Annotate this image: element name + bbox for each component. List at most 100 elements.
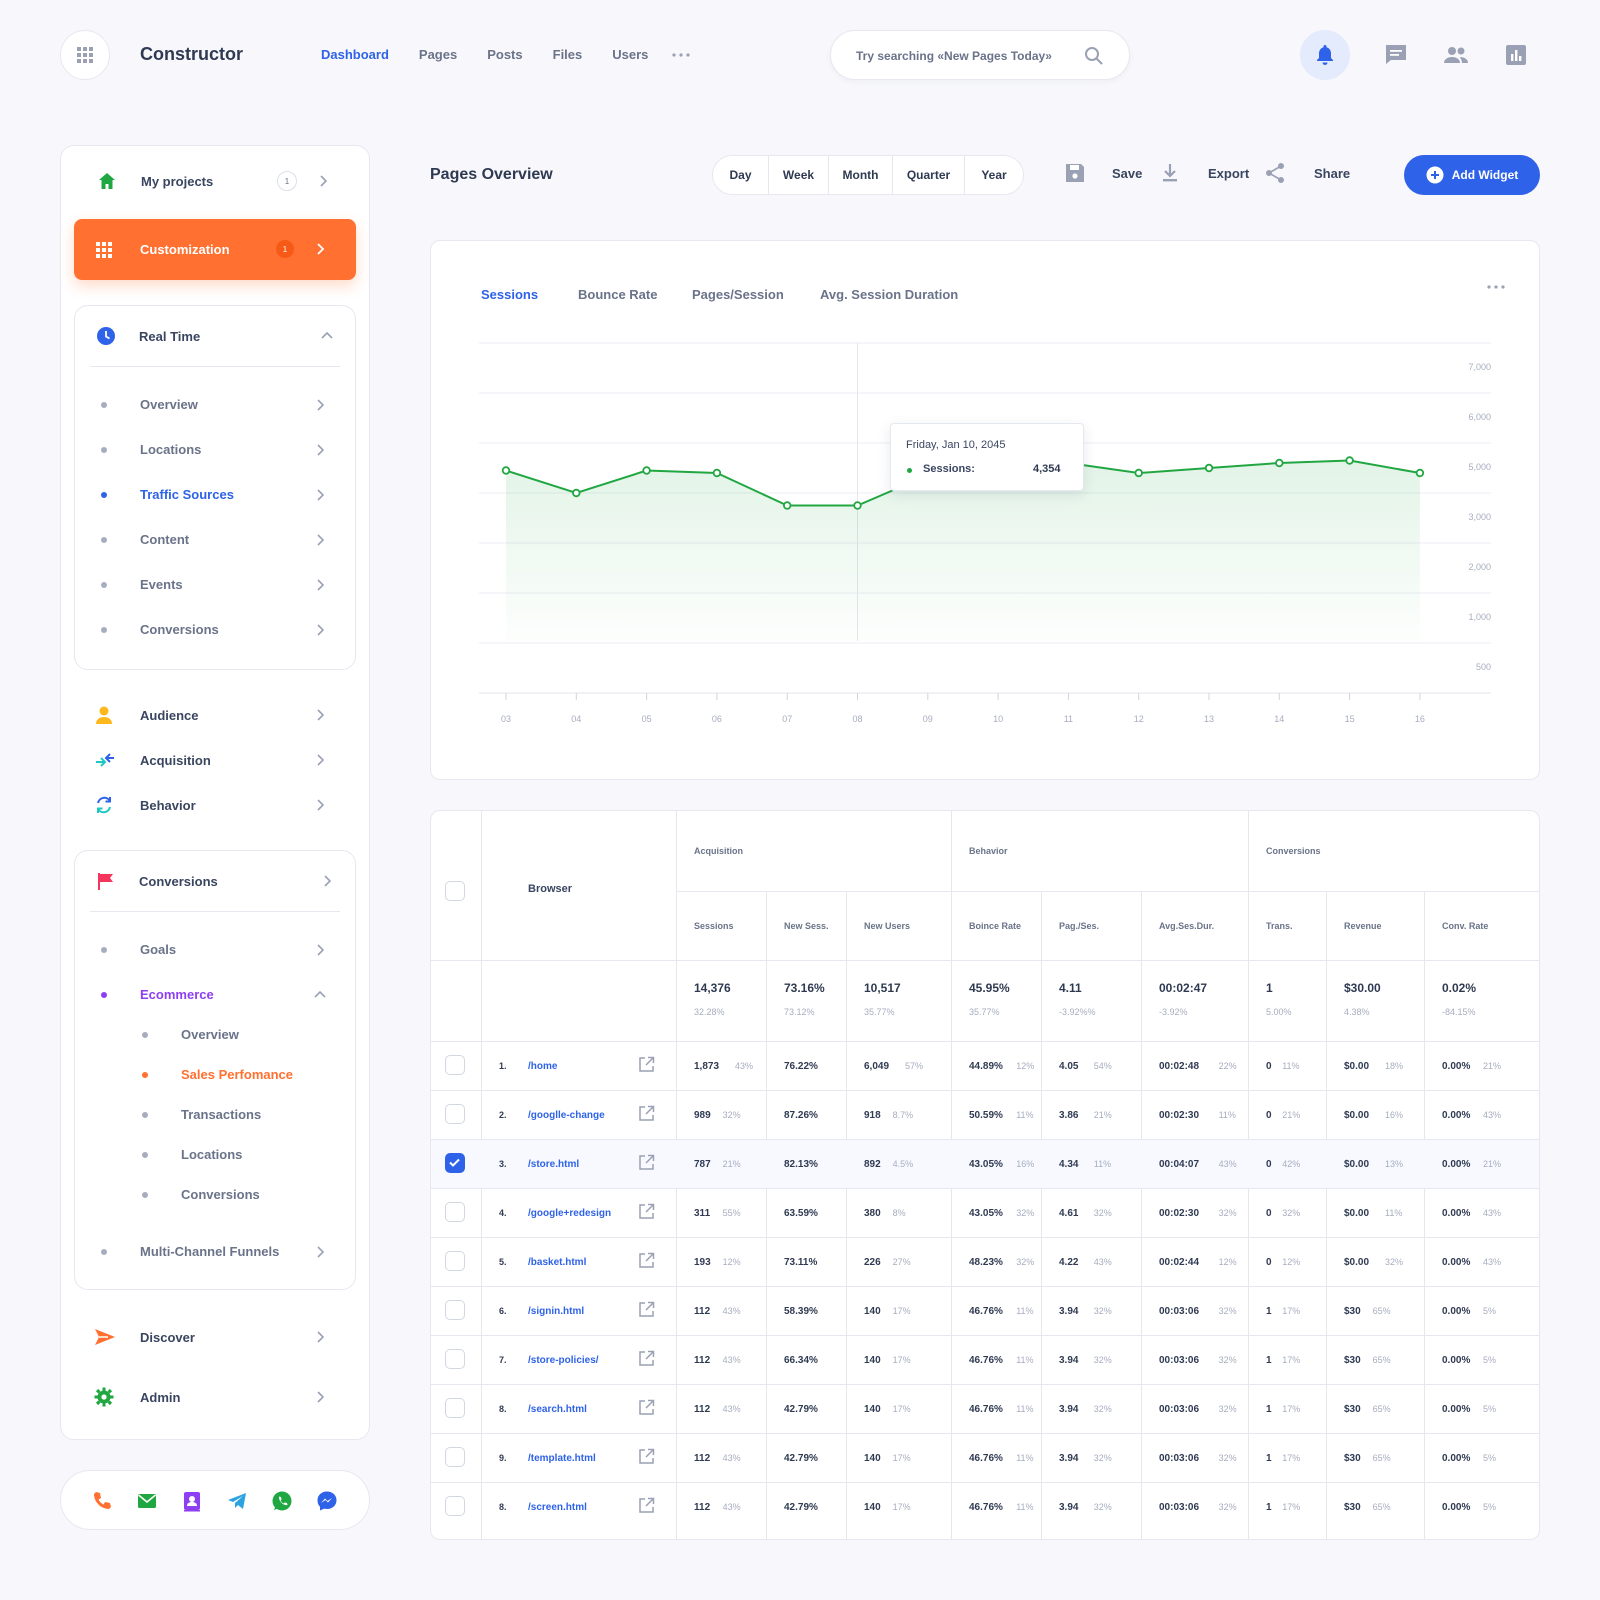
data-point[interactable] [1345, 456, 1354, 465]
period-month[interactable]: Month [829, 156, 893, 194]
row-checkbox[interactable] [445, 1055, 465, 1075]
ecommerce-subitem-conversions[interactable]: Conversions [74, 1180, 356, 1210]
ecommerce-subitem-transactions[interactable]: Transactions [74, 1100, 356, 1130]
row-checkbox[interactable] [445, 1153, 465, 1173]
page-link[interactable]: /store.html [528, 1159, 580, 1170]
row-checkbox[interactable] [445, 1349, 465, 1369]
row-checkbox[interactable] [445, 1104, 465, 1124]
phone-icon[interactable] [91, 1490, 113, 1512]
data-point[interactable] [853, 501, 862, 510]
page-link[interactable]: /screen.html [528, 1502, 587, 1513]
tab-avg-session-duration[interactable]: Avg. Session Duration [820, 287, 959, 302]
row-checkbox[interactable] [445, 1202, 465, 1222]
tab-pages-session[interactable]: Pages/Session [692, 287, 784, 302]
column-header[interactable]: New Sess. [784, 921, 829, 931]
select-all-checkbox[interactable] [445, 881, 465, 901]
sidebar-subitem-multi-channel-funnels[interactable]: Multi-Channel Funnels [74, 1237, 356, 1267]
nav-dashboard[interactable]: Dashboard [321, 47, 389, 62]
share-button[interactable]: Share [1264, 162, 1350, 184]
sidebar-subitem-events[interactable]: Events [74, 570, 356, 600]
sidebar-subitem-conversions[interactable]: Conversions [74, 615, 356, 645]
external-link-icon[interactable] [638, 1154, 655, 1171]
sidebar-item-my-projects[interactable]: My projects 1 [61, 166, 369, 196]
nav-pages[interactable]: Pages [418, 47, 458, 62]
period-year[interactable]: Year [981, 168, 1007, 182]
data-point[interactable] [572, 488, 581, 498]
data-point[interactable] [1415, 468, 1425, 478]
column-header[interactable]: Sessions [694, 921, 734, 931]
data-point[interactable] [1204, 463, 1214, 473]
analytics-icon[interactable] [1503, 42, 1529, 68]
chat-icon[interactable] [1383, 42, 1409, 68]
external-link-icon[interactable] [638, 1448, 655, 1465]
column-header[interactable]: Avg.Ses.Dur. [1159, 921, 1215, 931]
contact-card-icon[interactable] [181, 1490, 203, 1512]
data-point[interactable] [642, 466, 651, 475]
browser-column-header[interactable]: Browser [528, 883, 573, 895]
sidebar-subitem-overview[interactable]: Overview [74, 390, 356, 420]
row-checkbox[interactable] [445, 1447, 465, 1467]
sidebar-item-audience[interactable]: Audience [60, 700, 370, 730]
period-day[interactable]: Day [713, 156, 769, 194]
data-point[interactable] [783, 501, 792, 510]
column-header[interactable]: Pag./Ses. [1059, 921, 1100, 931]
page-link[interactable]: /googlle-change [528, 1110, 605, 1121]
data-point[interactable] [712, 468, 722, 478]
period-quarter[interactable]: Quarter [893, 156, 965, 194]
sidebar-item-behavior[interactable]: Behavior [60, 790, 370, 820]
page-link[interactable]: /store-policies/ [528, 1355, 599, 1366]
row-checkbox[interactable] [445, 1496, 465, 1516]
period-week[interactable]: Week [769, 156, 829, 194]
sidebar-item-admin[interactable]: Admin [60, 1382, 370, 1412]
apps-menu-button[interactable] [60, 30, 110, 80]
sidebar-subitem-content[interactable]: Content [74, 525, 356, 555]
sidebar-item-discover[interactable]: Discover [60, 1322, 370, 1352]
sidebar-subitem-ecommerce[interactable]: Ecommerce [74, 980, 356, 1010]
sidebar-item-real-time[interactable]: Real Time [75, 321, 357, 351]
search-box[interactable]: Try searching «New Pages Today» [830, 30, 1130, 80]
add-widget-button[interactable]: Add Widget [1404, 155, 1540, 195]
external-link-icon[interactable] [638, 1203, 655, 1220]
page-link[interactable]: /home [528, 1061, 558, 1072]
data-point[interactable] [1275, 458, 1284, 468]
export-button[interactable]: Export [1160, 162, 1249, 184]
page-link[interactable]: /template.html [528, 1453, 596, 1464]
external-link-icon[interactable] [638, 1497, 655, 1514]
page-link[interactable]: /google+redesign [528, 1208, 612, 1219]
page-link[interactable]: /search.html [528, 1404, 587, 1415]
sidebar-subitem-locations[interactable]: Locations [74, 435, 356, 465]
external-link-icon[interactable] [638, 1399, 655, 1416]
page-link[interactable]: /basket.html [528, 1257, 587, 1268]
row-checkbox[interactable] [445, 1300, 465, 1320]
sidebar-item-conversions[interactable]: Conversions [75, 866, 357, 896]
column-header[interactable]: Boince Rate [969, 921, 1022, 931]
ecommerce-subitem-overview[interactable]: Overview [74, 1020, 356, 1050]
nav-files[interactable]: Files [552, 47, 583, 62]
nav-users[interactable]: Users [612, 47, 649, 62]
sidebar-item-customization[interactable]: Customization 1 [74, 219, 356, 280]
row-checkbox[interactable] [445, 1398, 465, 1418]
save-button[interactable]: Save [1064, 162, 1142, 184]
nav-posts[interactable]: Posts [487, 47, 523, 62]
sidebar-subitem-goals[interactable]: Goals [74, 935, 356, 965]
email-icon[interactable] [136, 1490, 158, 1512]
whatsapp-icon[interactable] [271, 1490, 293, 1512]
external-link-icon[interactable] [638, 1105, 655, 1122]
column-header[interactable]: Revenue [1344, 921, 1382, 931]
data-point[interactable] [1134, 468, 1143, 478]
external-link-icon[interactable] [638, 1301, 655, 1318]
column-header[interactable]: Trans. [1266, 921, 1293, 931]
more-options-icon[interactable] [1487, 285, 1505, 289]
page-link[interactable]: /signin.html [528, 1306, 585, 1317]
telegram-icon[interactable] [226, 1490, 248, 1512]
external-link-icon[interactable] [638, 1350, 655, 1367]
external-link-icon[interactable] [638, 1252, 655, 1269]
tab-bounce-rate[interactable]: Bounce Rate [578, 287, 658, 302]
search-icon[interactable] [1084, 46, 1104, 66]
ecommerce-subitem-sales-perfomance[interactable]: Sales Perfomance [74, 1060, 356, 1090]
column-header[interactable]: Conv. Rate [1442, 921, 1489, 931]
external-link-icon[interactable] [638, 1056, 655, 1073]
ecommerce-subitem-locations[interactable]: Locations [74, 1140, 356, 1170]
more-nav-icon[interactable] [672, 53, 690, 57]
messenger-icon[interactable] [316, 1490, 338, 1512]
